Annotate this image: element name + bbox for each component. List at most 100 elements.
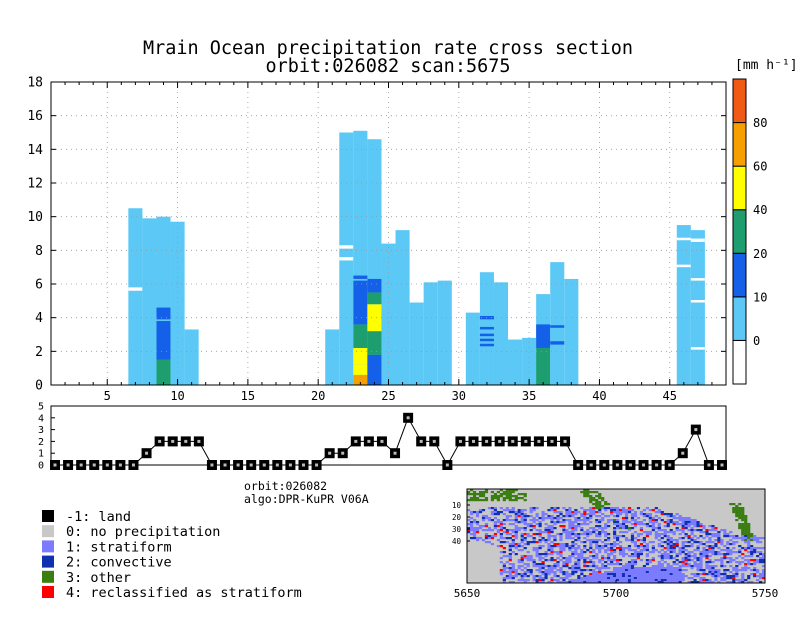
map-cell [538, 575, 542, 578]
map-cell [553, 559, 557, 562]
map-cell [604, 571, 608, 574]
map-cell [684, 519, 688, 522]
map-cell [607, 563, 611, 566]
map-cell [553, 575, 557, 578]
map-cell [607, 577, 611, 580]
map-cell [604, 507, 608, 510]
map-cell [642, 567, 646, 570]
y-tick-label: 6 [35, 278, 43, 293]
map-cell [669, 519, 673, 522]
map-cell [705, 529, 709, 532]
map-cell [729, 557, 733, 560]
map-cell [499, 535, 503, 538]
map-cell [663, 547, 667, 550]
map-cell [481, 519, 486, 522]
precip-column [128, 208, 143, 385]
map-cell [514, 569, 518, 572]
map-cell [544, 577, 548, 580]
map-cell [657, 535, 661, 538]
map-cell [654, 579, 658, 582]
precip-segment [325, 252, 340, 256]
map-cell [660, 541, 664, 544]
map-cell [747, 575, 751, 578]
map-cell [684, 557, 688, 560]
map-cell [750, 559, 754, 562]
map-cell [490, 497, 495, 500]
map-cell [684, 545, 688, 548]
map-cell [735, 505, 739, 508]
map-cell [696, 573, 700, 576]
map-cell [616, 523, 620, 526]
map-cell [616, 577, 620, 580]
map-cell [681, 531, 685, 534]
map-cell [574, 581, 578, 584]
map-cell [747, 551, 751, 554]
map-cell [720, 549, 724, 552]
map-cell [586, 565, 590, 568]
map-cell [493, 509, 497, 512]
map-cell [610, 579, 614, 582]
map-cell [642, 549, 646, 552]
map-cell [621, 551, 626, 554]
map-cell [583, 551, 587, 554]
map-cell [633, 549, 638, 552]
map-cell [699, 573, 703, 576]
map-cell [535, 515, 539, 518]
map-cell [708, 573, 712, 576]
map-cell [729, 565, 733, 568]
map-cell [601, 527, 605, 530]
rain-type-marker [638, 460, 649, 470]
map-cell [714, 573, 718, 576]
map-cell [642, 581, 646, 584]
map-cell [613, 571, 617, 574]
map-cell [726, 535, 730, 538]
marker-dot [275, 463, 279, 467]
map-cell [598, 497, 602, 500]
map-cell [618, 541, 623, 544]
map-cell [705, 561, 709, 564]
map-cell [687, 555, 691, 558]
map-cell [547, 535, 551, 538]
map-cell [693, 549, 697, 552]
map-cell [577, 567, 581, 570]
precip-column [564, 278, 579, 385]
map-cell [559, 539, 563, 542]
marker-dot [131, 463, 135, 467]
map-cell [690, 581, 694, 584]
map-cell [660, 519, 664, 522]
map-cell [595, 515, 599, 518]
map-cell [607, 521, 611, 524]
map-cell [711, 571, 715, 574]
map-cell [735, 509, 739, 512]
map-cell [669, 573, 673, 576]
map-cell [678, 553, 682, 556]
map-cell [690, 521, 694, 524]
map-cell [565, 563, 569, 566]
map-cell [610, 581, 614, 584]
map-cell [672, 557, 676, 560]
map-cell [690, 533, 694, 536]
map-cell [508, 491, 512, 494]
map-cell [645, 573, 649, 576]
map-cell [541, 557, 545, 560]
map-cell [577, 563, 581, 566]
map-cell [544, 555, 548, 558]
map-cell [607, 579, 611, 582]
map-cell [738, 523, 742, 526]
map-cell [675, 521, 679, 524]
map-cell [672, 523, 676, 526]
map-cell [747, 567, 751, 570]
map-cell [702, 577, 706, 580]
map-cell [607, 571, 611, 574]
map-cell [598, 575, 602, 578]
map-cell [744, 535, 748, 538]
map-cell [633, 579, 638, 582]
map-cell [604, 535, 608, 538]
map-cell [663, 529, 667, 532]
map-cell [639, 579, 644, 582]
map-cell [633, 525, 638, 528]
map-cell [571, 573, 575, 576]
map-cell [562, 519, 566, 522]
map-cell [586, 575, 590, 578]
map-cell [481, 493, 486, 496]
